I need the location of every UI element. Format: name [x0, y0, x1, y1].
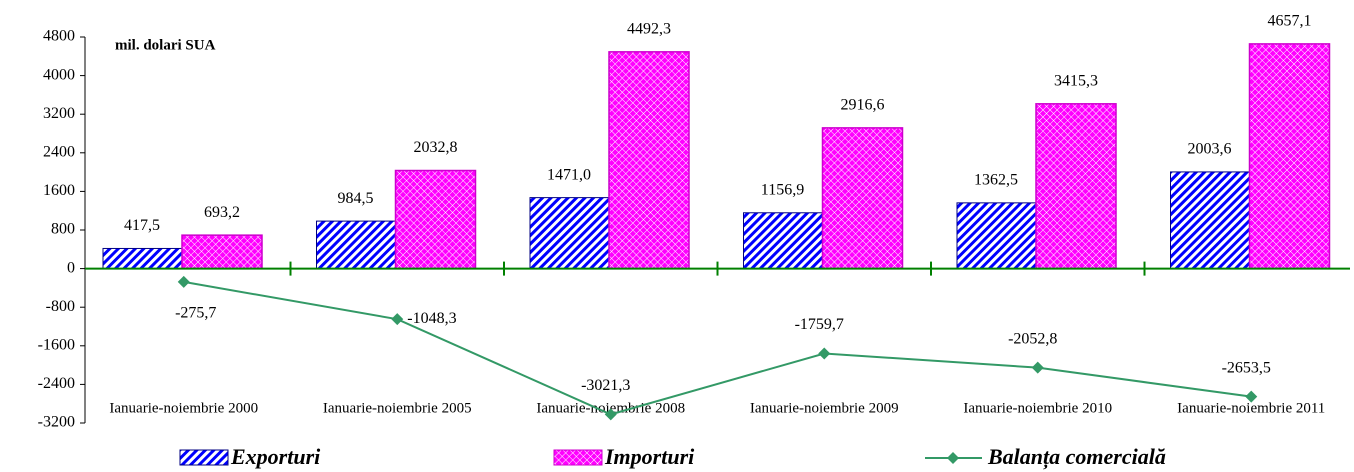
- legend-label: Importuri: [604, 444, 695, 469]
- unit-label: mil. dolari SUA: [115, 37, 216, 53]
- import-bar: [181, 234, 263, 270]
- balance-value-label: -2052,8: [1008, 330, 1057, 347]
- import-bar: [821, 127, 904, 270]
- export-bar: [1170, 171, 1250, 270]
- balance-value-label: -275,7: [175, 305, 216, 322]
- import-bar: [1248, 43, 1331, 270]
- balance-value-label: -1048,3: [407, 310, 456, 327]
- y-tick-label: -3200: [38, 414, 75, 431]
- export-value-label: 417,5: [124, 217, 160, 234]
- import-value-label: 3415,3: [1054, 72, 1098, 89]
- x-tick-label: Ianuarie-noiembrie 2010: [963, 400, 1112, 416]
- export-bar: [956, 202, 1037, 270]
- x-tick-label: Ianuarie-noiembrie 2009: [750, 400, 899, 416]
- import-value-label: 4657,1: [1268, 13, 1312, 30]
- import-bar: [1035, 103, 1117, 270]
- export-bar: [102, 247, 183, 270]
- import-value-label: 2032,8: [414, 139, 458, 156]
- balance-line: [183, 280, 1252, 416]
- x-tick-label: Ianuarie-noiembrie 2005: [323, 400, 472, 416]
- balance-point: [177, 275, 190, 288]
- y-tick-label: 800: [51, 221, 75, 238]
- import-bar: [608, 51, 690, 270]
- legend-label: Exporturi: [230, 444, 321, 469]
- y-tick-label: 3200: [43, 105, 75, 122]
- balance-point: [604, 408, 617, 421]
- import-value-label: 693,2: [204, 204, 240, 221]
- legend-swatch: [553, 449, 603, 466]
- balance-point: [391, 313, 404, 326]
- y-tick-label: 4800: [43, 28, 75, 45]
- y-tick-label: 2400: [43, 143, 75, 160]
- legend-label: Balanța comercială: [987, 444, 1166, 470]
- balance-value-label: -2653,5: [1222, 359, 1271, 376]
- export-bar: [316, 220, 396, 270]
- import-value-label: 2916,6: [841, 97, 885, 114]
- export-value-label: 1156,9: [761, 181, 804, 198]
- export-value-label: 2003,6: [1188, 141, 1232, 158]
- balance-point: [1245, 390, 1258, 403]
- x-tick-label: Ianuarie-noiembrie 2011: [1177, 400, 1325, 416]
- import-value-label: 4492,3: [627, 21, 671, 38]
- y-tick-label: 1600: [43, 182, 75, 199]
- y-tick-label: -800: [46, 298, 75, 315]
- y-tick-label: 0: [67, 259, 75, 276]
- balance-value-label: -1759,7: [795, 316, 844, 333]
- y-tick-label: -1600: [38, 336, 75, 353]
- import-bar: [394, 169, 477, 270]
- export-value-label: 1362,5: [974, 172, 1018, 189]
- balance-point: [818, 347, 831, 360]
- x-tick-label: Ianuarie-noiembrie 2000: [109, 400, 258, 416]
- y-tick-label: 4000: [43, 66, 75, 83]
- y-tick-label: -2400: [38, 375, 75, 392]
- legend-swatch: [947, 452, 959, 464]
- export-bar: [529, 197, 610, 270]
- export-value-label: 984,5: [338, 190, 374, 207]
- balance-value-label: -3021,3: [581, 377, 630, 394]
- export-value-label: 1471,0: [547, 166, 591, 183]
- legend-swatch: [179, 449, 229, 466]
- export-bar: [743, 212, 823, 270]
- balance-point: [1031, 361, 1044, 374]
